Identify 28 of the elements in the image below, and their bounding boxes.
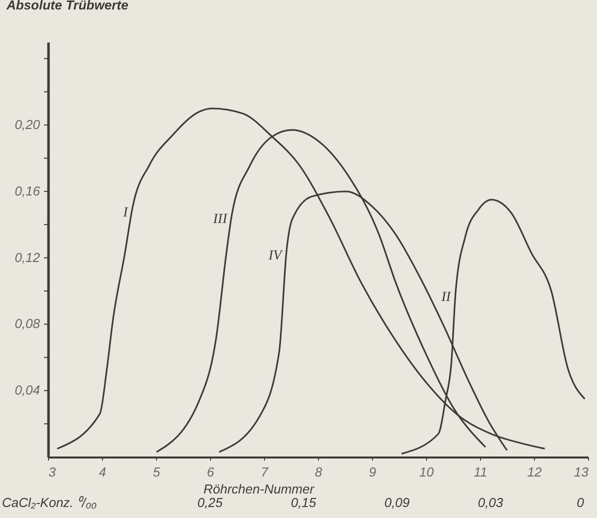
y-tick-label: 0,16 xyxy=(14,183,41,198)
x-tick-label: 9 xyxy=(368,464,376,480)
series-label: I xyxy=(122,205,130,220)
x-tick-label: 7 xyxy=(260,464,269,480)
text: 0,25 xyxy=(197,495,224,510)
x-tick-label: 8 xyxy=(314,464,323,480)
x-tick-label: 3 xyxy=(48,464,56,480)
series-label: IV xyxy=(267,248,284,264)
x-axis-title: Röhrchen-Nummer xyxy=(204,482,315,496)
text: CaCl₂-Konz. ⁰/₀₀ xyxy=(2,495,98,510)
text: 0 xyxy=(576,495,585,510)
y-tick-label: 0,12 xyxy=(14,250,41,265)
x-tick-label: 4 xyxy=(98,464,106,480)
x-tick-label: 12 xyxy=(527,464,542,480)
x-tick-label: 11 xyxy=(474,464,488,480)
x-tick-label: 5 xyxy=(152,464,161,480)
x-tick-label: 10 xyxy=(419,464,434,480)
y-axis-title: Absolute Trübwerte xyxy=(6,0,128,12)
text: 0,15 xyxy=(290,495,317,510)
text: 0,03 xyxy=(478,495,504,510)
y-tick-label: 0,08 xyxy=(14,316,41,332)
series-label: II xyxy=(440,290,452,305)
series-label: III xyxy=(212,212,228,227)
y-tick-label: 0,20 xyxy=(14,117,41,132)
y-tick-label: 0,04 xyxy=(14,382,40,398)
text: 0,09 xyxy=(384,495,410,510)
x-tick-label: 13 xyxy=(574,464,590,480)
x-tick-label: 6 xyxy=(206,464,215,480)
